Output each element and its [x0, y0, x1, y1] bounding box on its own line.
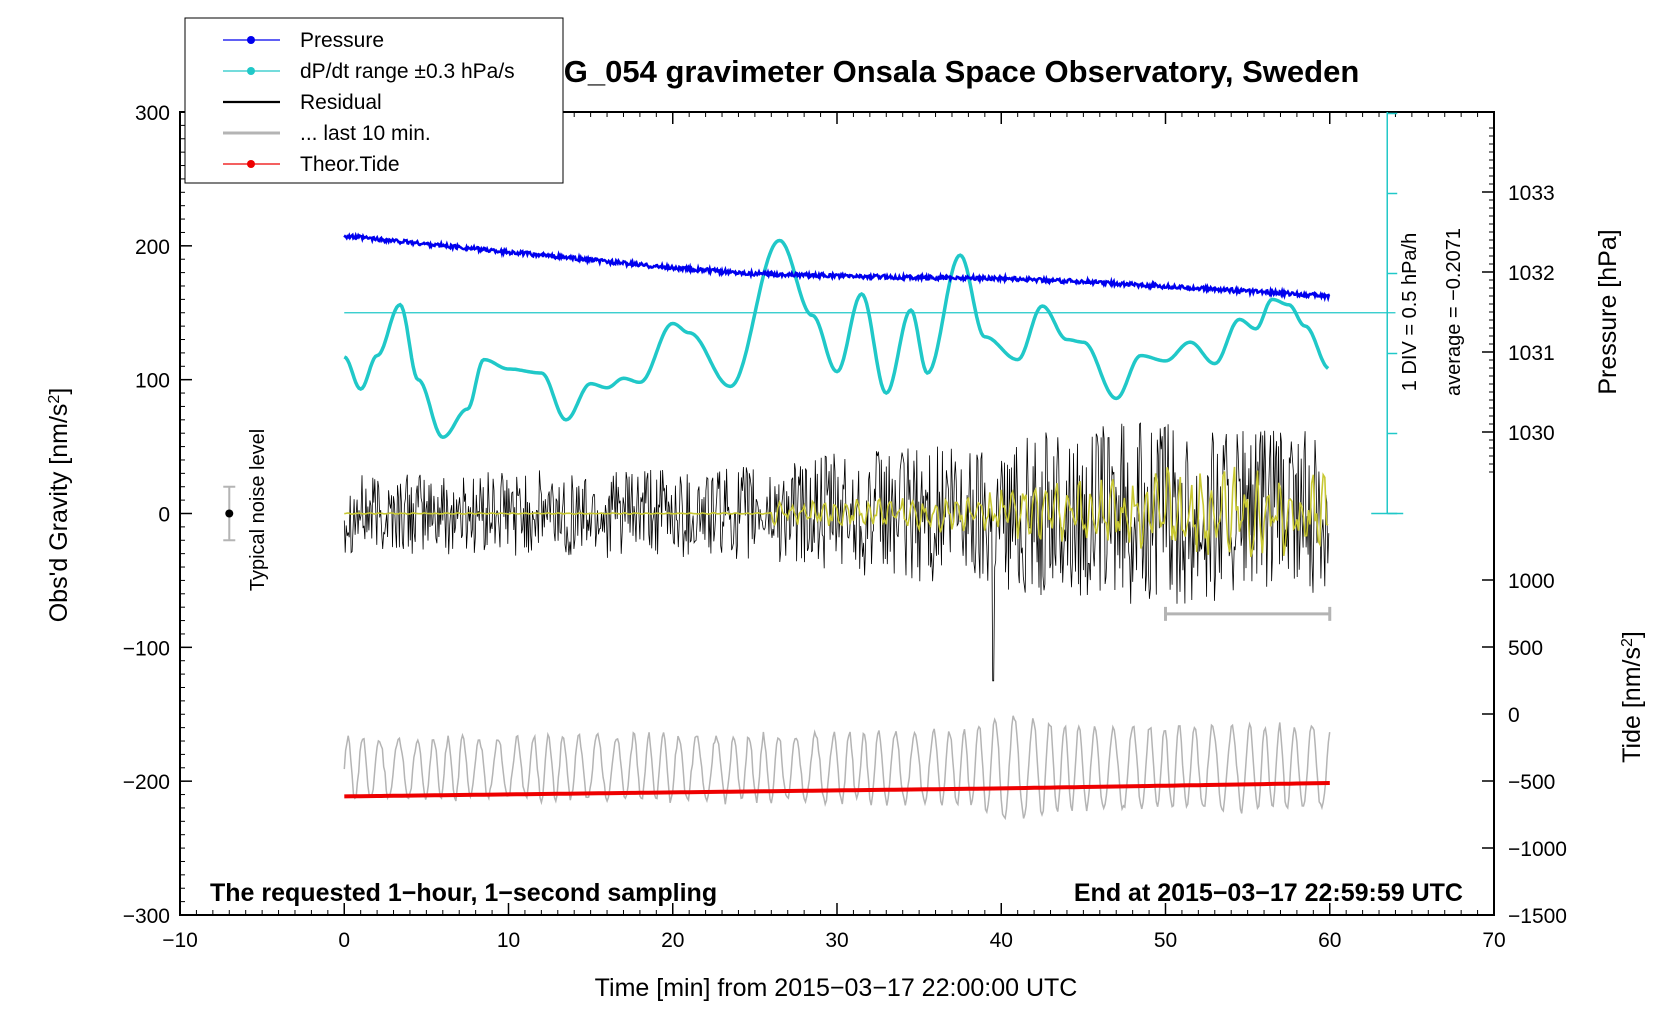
noise-level-label: Typical noise level [247, 429, 269, 591]
noise-point [225, 509, 234, 518]
x-tick-label: 20 [661, 929, 684, 952]
x-tick-label: 70 [1482, 929, 1505, 952]
y-axis-label-pressure: Pressure [hPa] [1594, 229, 1622, 394]
dpdt-average-label: average = −0.2071 [1443, 228, 1465, 396]
tide-tick-label: −1500 [1508, 905, 1567, 928]
legend-label: ... last 10 min. [300, 122, 431, 145]
pressure-tick-label: 1033 [1508, 182, 1555, 205]
legend-label: Theor.Tide [300, 153, 400, 176]
tide-tick-label: 0 [1508, 704, 1520, 727]
y-tick-label: 100 [135, 370, 170, 393]
pressure-line [343, 231, 1331, 303]
y-tick-label: −200 [123, 771, 170, 794]
data-layer [223, 112, 1404, 821]
x-tick-label: 60 [1318, 929, 1341, 952]
x-tick-label: 50 [1154, 929, 1177, 952]
x-tick-label: 0 [338, 929, 350, 952]
note-sampling: The requested 1−hour, 1−second sampling [210, 879, 717, 907]
axis-ticks: −10 0 10 20 30 40 50 60 70−300−200−1000100200300… [123, 102, 1567, 952]
tide-tick-label: −1000 [1508, 838, 1567, 861]
y-tick-label: −300 [123, 905, 170, 928]
dpdt-line [343, 238, 1330, 440]
y-axis-label-tide-main: Tide [nm/s [1618, 647, 1646, 763]
pressure-tick-label: 1031 [1508, 342, 1555, 365]
y-axis-label-left-sup: 2 [46, 395, 63, 404]
legend: Pressure dP/dt range ±0.3 hPa/s Residual..… [184, 17, 564, 184]
residual-smoothed-line [344, 466, 1329, 558]
last10-line [343, 715, 1331, 821]
x-tick-label: 10 [497, 929, 520, 952]
y-axis-label-left-end: ] [45, 388, 73, 395]
y-tick-label: 300 [135, 102, 170, 125]
pressure-tick-label: 1030 [1508, 422, 1555, 445]
pressure-tick-label: 1032 [1508, 262, 1555, 285]
x-axis-label: Time [min] from 2015−03−17 22:00:00 UTC [595, 974, 1078, 1002]
y-axis-label-left-main: Obs'd Gravity [nm/s [45, 404, 73, 623]
x-tick-label: −10 [162, 929, 198, 952]
tide-tick-label: −500 [1508, 771, 1555, 794]
note-end-time: End at 2015−03−17 22:59:59 UTC [1074, 879, 1463, 907]
tide-tick-label: 1000 [1508, 570, 1555, 593]
y-axis-label-tide-end: ] [1618, 631, 1646, 638]
y-axis-label-tide: Tide [nm/s2] [1618, 631, 1646, 763]
y-tick-label: 0 [158, 504, 170, 527]
y-tick-label: 200 [135, 236, 170, 259]
tide-tick-label: 500 [1508, 637, 1543, 660]
x-tick-label: 30 [825, 929, 848, 952]
tide-line [344, 781, 1330, 799]
x-tick-label: 40 [990, 929, 1013, 952]
legend-box [184, 17, 564, 184]
chart-title: SCG_054 gravimeter Onsala Space Observat… [521, 54, 1360, 89]
y-axis-label-tide-sup: 2 [1619, 638, 1636, 647]
legend-label: dP/dt range ±0.3 hPa/s [300, 60, 515, 83]
y-tick-label: −100 [123, 637, 170, 660]
dpdt-div-label: 1 DIV = 0.5 hPa/h [1399, 233, 1421, 391]
residual-line [343, 422, 1330, 682]
y-axis-label-left: Obs'd Gravity [nm/s2] [45, 388, 73, 623]
legend-marker [247, 36, 255, 44]
legend-label: Pressure [300, 29, 384, 52]
legend-marker [247, 67, 255, 75]
legend-label: Residual [300, 91, 382, 114]
legend-marker [247, 160, 255, 168]
